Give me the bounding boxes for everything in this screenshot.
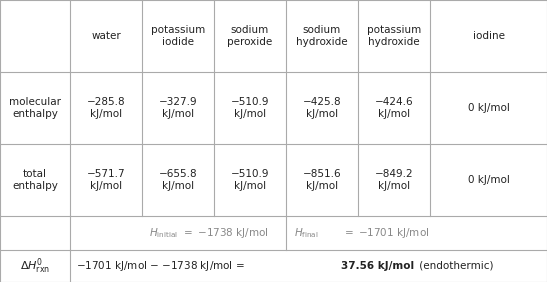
Text: $\Delta H^{0}_{\mathrm{rxn}}$: $\Delta H^{0}_{\mathrm{rxn}}$	[20, 256, 50, 276]
Text: −424.6
kJ/mol: −424.6 kJ/mol	[375, 97, 414, 119]
Text: −510.9
kJ/mol: −510.9 kJ/mol	[231, 97, 269, 119]
Text: −851.6
kJ/mol: −851.6 kJ/mol	[302, 169, 341, 191]
Text: −655.8
kJ/mol: −655.8 kJ/mol	[159, 169, 197, 191]
Text: sodium
peroxide: sodium peroxide	[228, 25, 272, 47]
Text: total
enthalpy: total enthalpy	[12, 169, 58, 191]
Text: potassium
iodide: potassium iodide	[151, 25, 205, 47]
Text: iodine: iodine	[473, 31, 504, 41]
Text: potassium
hydroxide: potassium hydroxide	[367, 25, 421, 47]
Text: water: water	[91, 31, 121, 41]
Text: −327.9
kJ/mol: −327.9 kJ/mol	[159, 97, 197, 119]
Text: −849.2
kJ/mol: −849.2 kJ/mol	[375, 169, 414, 191]
Text: (endothermic): (endothermic)	[416, 261, 493, 271]
Text: 0 kJ/mol: 0 kJ/mol	[468, 103, 509, 113]
Text: sodium
hydroxide: sodium hydroxide	[296, 25, 348, 47]
Text: $-$1701 kJ/mol $-$ $-$1738 kJ/mol =: $-$1701 kJ/mol $-$ $-$1738 kJ/mol =	[76, 259, 246, 273]
Text: 37.56 kJ/mol: 37.56 kJ/mol	[341, 261, 414, 271]
Text: molecular
enthalpy: molecular enthalpy	[9, 97, 61, 119]
Text: −285.8
kJ/mol: −285.8 kJ/mol	[86, 97, 125, 119]
Text: 0 kJ/mol: 0 kJ/mol	[468, 175, 509, 185]
Text: −510.9
kJ/mol: −510.9 kJ/mol	[231, 169, 269, 191]
Text: $H_{\mathrm{final}}$: $H_{\mathrm{final}}$	[294, 226, 319, 240]
Text: $=$ $-$1701 kJ/mol: $=$ $-$1701 kJ/mol	[342, 226, 429, 240]
Text: −571.7
kJ/mol: −571.7 kJ/mol	[86, 169, 125, 191]
Text: $H_{\mathrm{initial}}$: $H_{\mathrm{initial}}$	[149, 226, 178, 240]
Text: $=$ $-$1738 kJ/mol: $=$ $-$1738 kJ/mol	[178, 226, 269, 240]
Text: −425.8
kJ/mol: −425.8 kJ/mol	[302, 97, 341, 119]
